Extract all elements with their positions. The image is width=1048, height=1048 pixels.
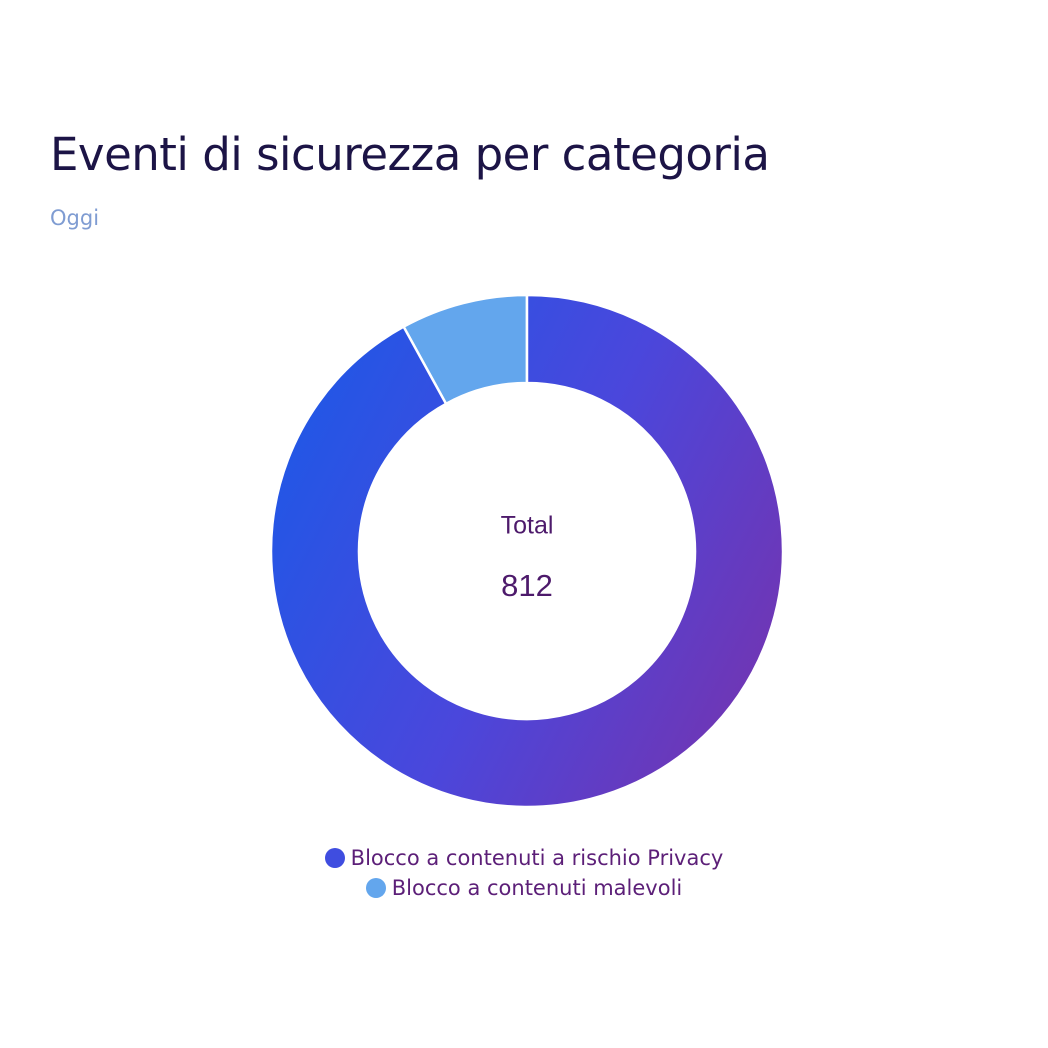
total-label: Total	[501, 512, 554, 540]
total-value: 812	[501, 568, 553, 603]
legend-label: Blocco a contenuti a rischio Privacy	[350, 846, 724, 870]
chart-subtitle: Oggi	[50, 206, 100, 230]
legend-item[interactable]: Blocco a contenuti a rischio Privacy	[324, 846, 724, 870]
donut-segment	[269, 293, 785, 809]
legend: Blocco a contenuti a rischio Privacy Bloc…	[0, 846, 1048, 900]
chart-title: Eventi di sicurezza per categoria	[50, 128, 770, 181]
legend-marker	[324, 848, 345, 868]
legend-item[interactable]: Blocco a contenuti malevoli	[365, 876, 683, 900]
legend-label: Blocco a contenuti malevoli	[391, 876, 683, 900]
legend-marker	[365, 878, 386, 898]
